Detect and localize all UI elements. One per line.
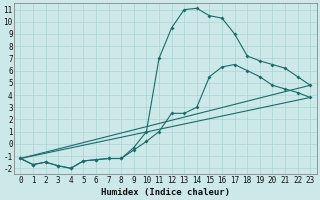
X-axis label: Humidex (Indice chaleur): Humidex (Indice chaleur)	[101, 188, 230, 197]
